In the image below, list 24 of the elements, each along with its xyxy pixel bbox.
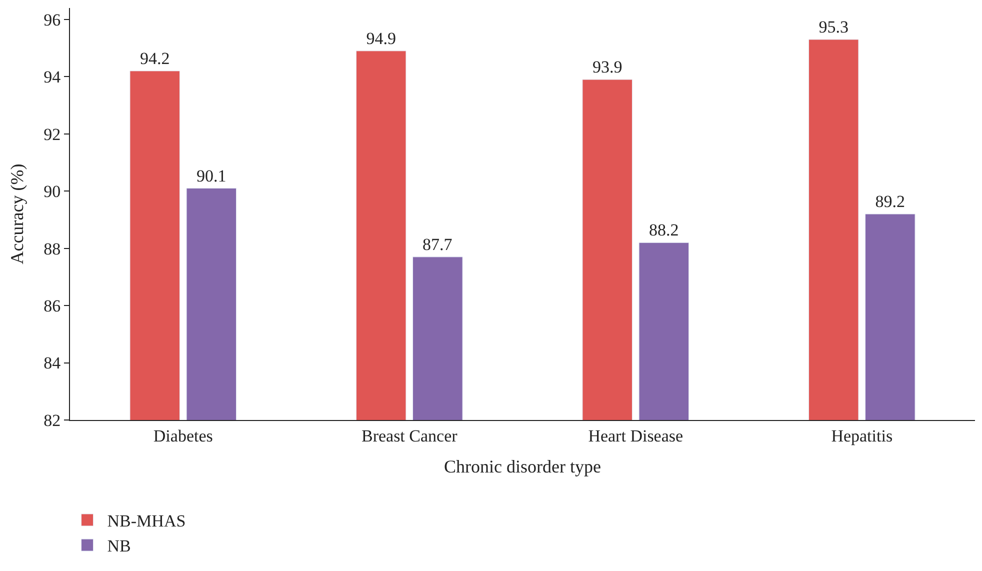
data-label: 93.9 <box>592 58 622 77</box>
legend-label: NB <box>107 536 131 556</box>
data-label: 95.3 <box>818 17 848 36</box>
x-tick-label: Breast Cancer <box>361 426 458 446</box>
x-tick-label: Hepatitis <box>831 426 893 446</box>
y-tick-label: 96 <box>44 10 61 30</box>
y-tick-label: 94 <box>44 68 62 87</box>
y-tick-label: 90 <box>44 182 61 202</box>
x-tick-label: Diabetes <box>153 426 213 446</box>
y-tick-label: 82 <box>44 410 61 430</box>
data-label: 88.2 <box>649 220 679 240</box>
y-axis-title: Accuracy (%) <box>6 164 27 264</box>
data-label: 94.9 <box>366 28 396 48</box>
data-label: 94.2 <box>140 48 170 68</box>
x-tick-label: Heart Disease <box>588 426 684 446</box>
y-tick-label: 86 <box>44 296 61 316</box>
y-tick-label: 88 <box>44 239 61 258</box>
x-axis-title: Chronic disorder type <box>444 456 601 476</box>
data-label: 87.7 <box>422 234 453 254</box>
data-label: 89.2 <box>875 192 906 211</box>
legend-label: NB-MHAS <box>107 512 186 531</box>
y-tick-label: 84 <box>44 354 62 373</box>
y-tick-label: 92 <box>44 124 61 144</box>
data-label: 90.1 <box>196 166 226 186</box>
